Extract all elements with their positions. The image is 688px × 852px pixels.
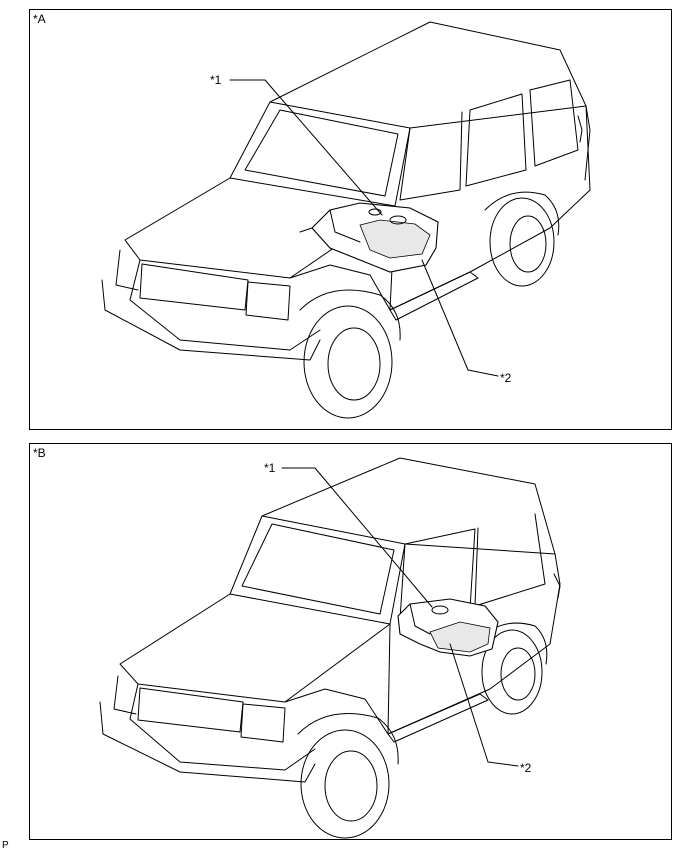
callout-label-2: *2 bbox=[500, 371, 512, 385]
callout-label-1: *1 bbox=[264, 461, 276, 475]
four-door-suv-fuel-tank-illustration bbox=[101, 21, 591, 419]
panel-label-b: *B bbox=[33, 446, 46, 460]
panel-label-a: *A bbox=[33, 12, 46, 26]
two-door-suv-fuel-tank-illustration bbox=[99, 457, 561, 839]
callout-label-1: *1 bbox=[210, 73, 222, 87]
diagram-panel-a: *A bbox=[29, 9, 672, 430]
diagram-panel-b: *B bbox=[29, 443, 672, 840]
callout-label-2: *2 bbox=[520, 761, 532, 775]
footer-code: P bbox=[2, 840, 9, 851]
